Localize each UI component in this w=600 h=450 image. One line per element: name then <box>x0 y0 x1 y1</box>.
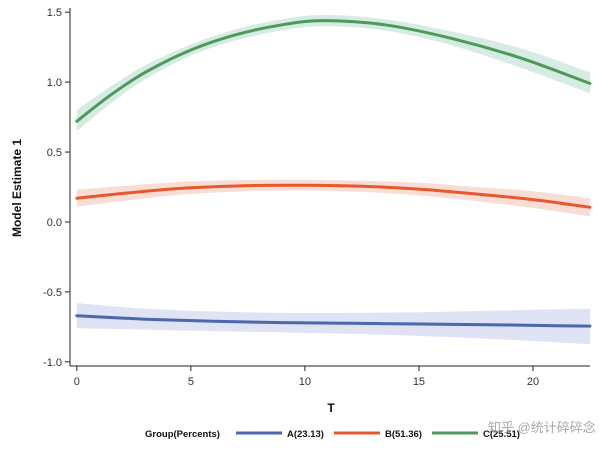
legend-label-b-51-36: B(51.36) <box>385 429 422 440</box>
x-tick-label: 10 <box>299 376 311 388</box>
legend-label-c-25-51: C(25.51) <box>483 429 520 440</box>
legend-label-a-23-13: A(23.13) <box>287 429 324 440</box>
series-line-a-23-13 <box>75 314 592 328</box>
axes <box>69 8 590 367</box>
legend-title: Group(Percents) <box>145 429 220 440</box>
y-tick-label: 1.0 <box>47 77 62 89</box>
x-tick-label: 15 <box>413 376 425 388</box>
x-axis-title: T <box>327 401 335 415</box>
watermark: 知乎 @统计碎碎念 <box>488 420 596 435</box>
series-line-b-51-36 <box>75 183 592 209</box>
y-tick-label: 0.5 <box>47 147 62 159</box>
confidence-band-c-25-51 <box>76 15 591 132</box>
y-tick-label: 0.0 <box>47 217 62 229</box>
y-axis-title: Model Estimate 1 <box>10 139 24 237</box>
x-tick-label: 0 <box>74 376 80 388</box>
x-tick-label: 5 <box>188 376 194 388</box>
y-tick-label: -1.0 <box>43 357 62 369</box>
series-lines <box>75 19 592 328</box>
confidence-band-b-51-36 <box>76 179 591 217</box>
legend: Group(Percents) A(23.13) B(51.36) C(25.51) <box>145 429 520 440</box>
x-ticks: 0 5 10 15 20 <box>74 366 539 388</box>
y-tick-label: 1.5 <box>47 7 62 19</box>
series-line-c-25-51 <box>75 19 592 123</box>
x-tick-label: 20 <box>527 376 539 388</box>
confidence-bands <box>76 15 591 345</box>
y-ticks: -1.0 -0.5 0.0 0.5 1.0 1.5 <box>43 7 70 369</box>
y-tick-label: -0.5 <box>43 287 62 299</box>
